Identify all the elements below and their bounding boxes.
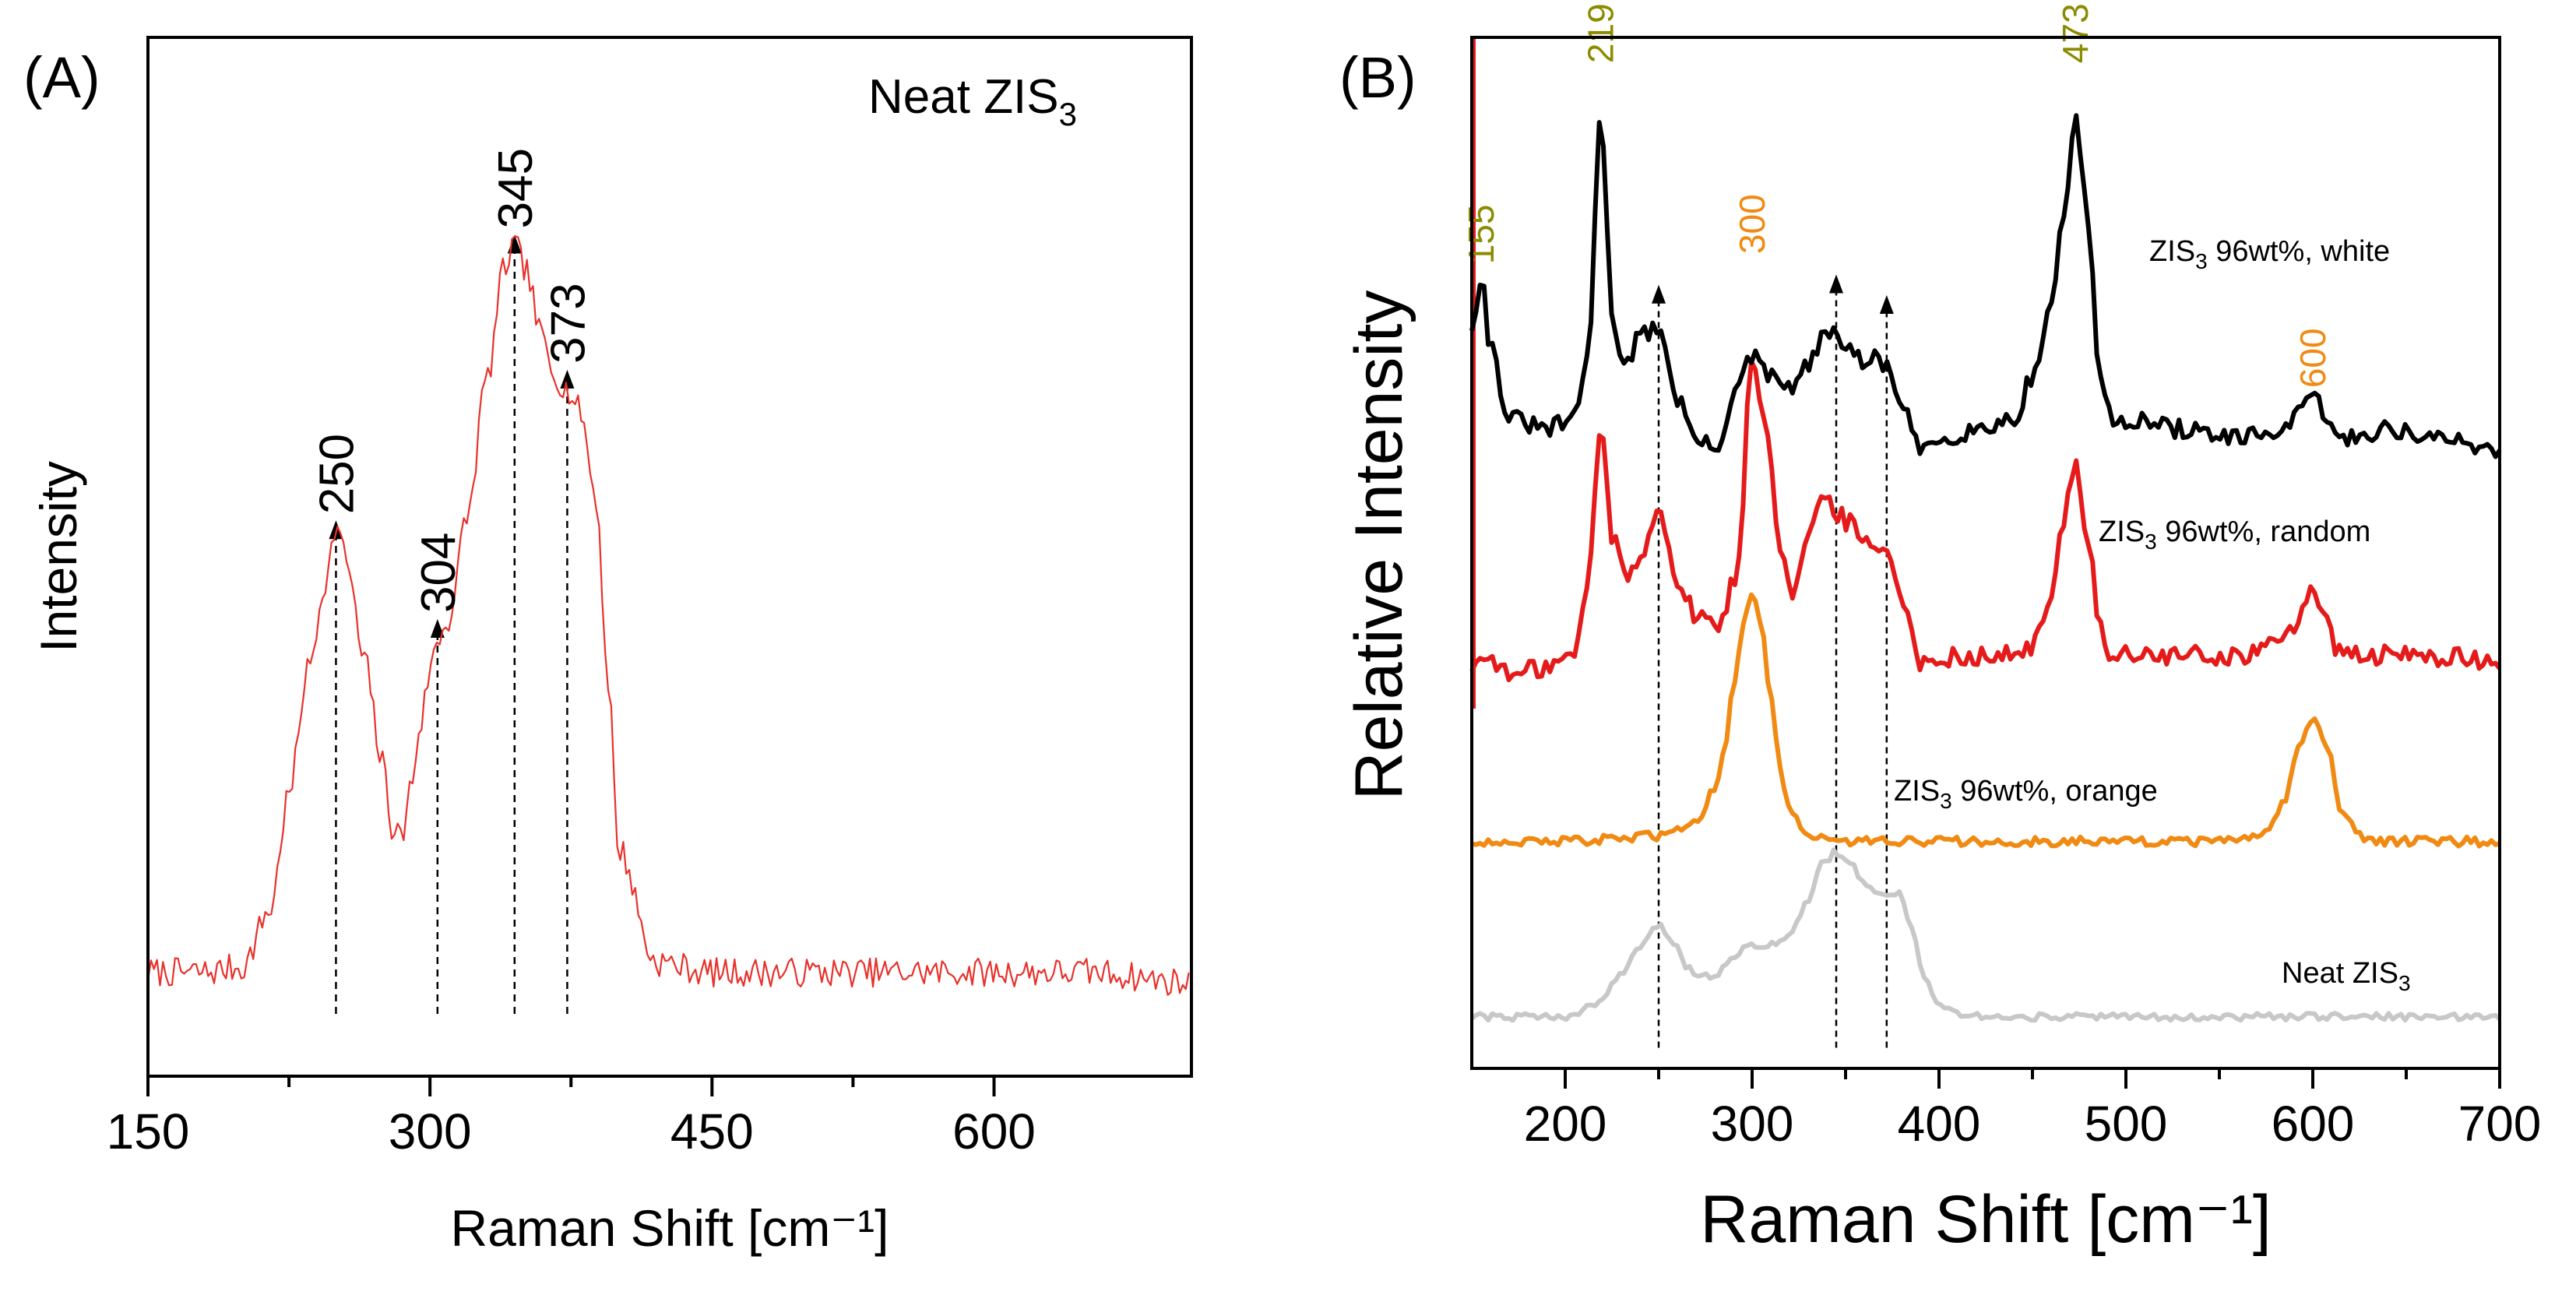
panel-a-y-axis-title: Intensity <box>30 461 87 653</box>
panel-b-frame <box>1470 36 2501 1070</box>
peak-label-olive: 219 <box>1581 3 1621 63</box>
peak-label-orange: 300 <box>1732 194 1772 254</box>
peak-arrow <box>560 369 575 389</box>
panel-a-peak-labels: 250 304 345 373 <box>310 148 595 613</box>
panel-a-tick-label: 600 <box>952 1103 1036 1160</box>
panel-b-peak-labels: 155 219 473 300 600 <box>1461 3 2333 388</box>
panel-b-tick-label: 300 <box>1711 1096 1794 1152</box>
panel-a-guides <box>329 234 575 1014</box>
panel-a-tick-label: 450 <box>670 1103 754 1160</box>
peak-label-olive: 473 <box>2055 3 2096 63</box>
panel-b-tick-label: 400 <box>1898 1096 1981 1152</box>
panel-b: (B) 155 219 473 300 600 200 300 400 500 600 700 Z… <box>1339 3 2541 1257</box>
panel-b-tick-label: 200 <box>1524 1096 1607 1152</box>
panel-b-tick-label: 500 <box>2085 1096 2168 1152</box>
panel-b-x-axis-title: Raman Shift [cm⁻¹] <box>1700 1182 2272 1257</box>
peak-label: 345 <box>489 148 543 228</box>
neat-zis3-series-b <box>1470 847 2501 1023</box>
neat-zis3-series-a <box>146 235 1190 996</box>
peak-arrow <box>1879 295 1894 314</box>
peak-arrow <box>1652 284 1666 304</box>
peak-label-orange: 600 <box>2293 328 2333 388</box>
panel-a-tick-label: 300 <box>389 1103 472 1160</box>
panel-a-tick-label: 150 <box>107 1103 190 1160</box>
series-label-random: ZIS3 96wt%, random <box>2099 516 2370 554</box>
peak-label: 304 <box>412 533 466 613</box>
series-label-neat: Neat ZIS3 <box>2282 957 2411 995</box>
peak-label-olive: 155 <box>1461 205 1501 265</box>
panel-a-x-axis: 150 300 450 600 <box>107 1076 1036 1160</box>
random-series <box>1469 359 2502 683</box>
series-label-orange: ZIS3 96wt%, orange <box>1894 775 2158 813</box>
panel-a-series <box>146 235 1190 996</box>
panel-a-frame <box>146 36 1193 1078</box>
white-series <box>1469 113 2502 459</box>
panel-a-label: (A) <box>23 45 100 110</box>
panel-a-annotation: Neat ZIS3 <box>868 70 1077 132</box>
peak-label: 250 <box>310 434 364 514</box>
panel-b-label: (B) <box>1339 45 1416 110</box>
panel-a-x-axis-title: Raman Shift [cm⁻¹] <box>451 1199 889 1257</box>
panel-b-guides <box>1652 274 1894 1048</box>
series-label-white: ZIS3 96wt%, white <box>2149 235 2390 273</box>
peak-arrow <box>430 619 445 639</box>
panel-b-tick-label: 700 <box>2458 1096 2542 1152</box>
peak-label: 373 <box>541 283 595 363</box>
peak-arrow <box>1829 274 1843 294</box>
panel-b-tick-label: 600 <box>2272 1096 2355 1152</box>
orange-series <box>1471 592 2500 849</box>
panel-b-x-axis: 200 300 400 500 600 700 <box>1524 1068 2542 1152</box>
panel-b-y-axis-title: Relative Intensity <box>1342 290 1416 801</box>
